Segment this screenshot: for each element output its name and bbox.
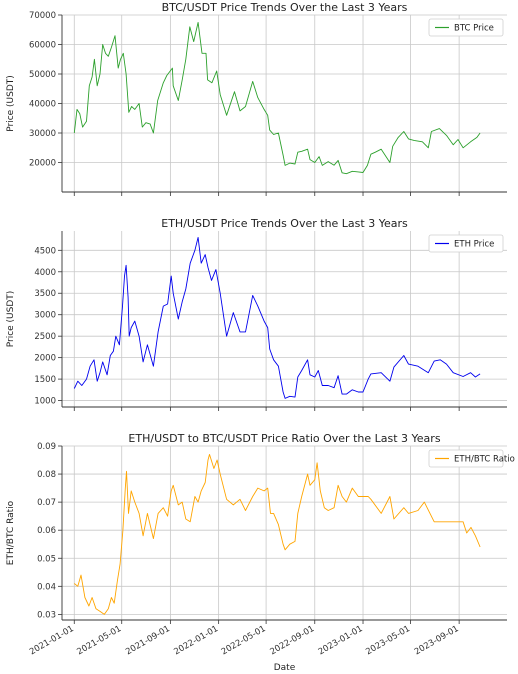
x-axis-label: Date [274,663,296,673]
x-tick-label: 2021-09-01 [124,624,172,657]
chart-panel-1: 20000 30000 40000 50000 60000 70000 BTC/USDT P… [6,1,507,196]
y-tick-label: 70000 [29,11,56,21]
series-line-eth-price [73,236,481,399]
y-tick-label: 20000 [29,159,56,169]
y-tick-label: 0.07 [37,498,56,508]
legend-box [428,18,504,37]
x-tick-label: 2023-09-01 [413,624,461,657]
x-tick-label: 2023-01-01 [317,624,365,657]
y-tick-label: 0.04 [37,582,56,592]
y-tick-label: 0.03 [37,610,56,620]
x-tick-label: 2022-01-01 [172,624,220,657]
y-tick-label: 50000 [29,70,56,80]
y-tick-label: 40000 [29,100,56,110]
x-tick-label: 2022-05-01 [220,624,268,657]
y-axis-label: Price (USDT) [6,291,16,348]
x-tick-label: 2021-05-01 [75,624,123,657]
y-tick-label: 3500 [34,289,56,299]
chart-panel-3: 2021-01-01 2021-05-01 2021-09-01 2022-01-01… [6,432,515,673]
y-tick-label: 4000 [34,268,56,278]
legend: BTC Price [428,18,504,37]
y-tick-label: 0.05 [37,554,56,564]
legend-box [428,234,504,253]
y-tick-label: 4500 [34,246,56,256]
y-tick-label: 60000 [29,41,56,51]
y-tick-label: 0.06 [37,526,56,536]
legend: ETH Price [428,234,504,253]
legend-entry: ETH/BTC Ratio [454,455,515,465]
x-tick-label: 2022-09-01 [268,624,316,657]
y-tick-label: 3000 [34,311,56,321]
y-axis-label: ETH/BTC Ratio [6,500,16,565]
y-tick-label: 2000 [34,354,56,364]
x-tick-label: 2021-01-01 [28,624,76,657]
series-line-btc-price [73,21,481,175]
y-tick-label: 30000 [29,129,56,139]
legend-entry: BTC Price [454,24,494,34]
y-tick-label: 1000 [34,397,56,407]
y-tick-label: 1500 [34,375,56,385]
y-axis-label: Price (USDT) [6,75,16,132]
y-tick-label: 2500 [34,332,56,342]
legend-entry: ETH Price [454,240,494,250]
x-tick-label: 2023-05-01 [364,624,412,657]
chart-title: ETH/USDT Price Trends Over the Last 3 Ye… [161,217,408,230]
chart-panel-2: 1000 1500 2000 2500 3000 3500 4000 4500 ETH/USDT… [6,217,507,411]
y-tick-label: 0.09 [37,442,56,452]
legend: ETH/BTC Ratio [428,449,515,468]
y-tick-label: 0.08 [37,470,56,480]
chart-title: BTC/USDT Price Trends Over the Last 3 Ye… [162,1,408,14]
chart-title: ETH/USDT to BTC/USDT Price Ratio Over th… [128,432,440,445]
series-line-eth-btc-ratio [74,453,481,615]
legend-box [428,449,504,468]
